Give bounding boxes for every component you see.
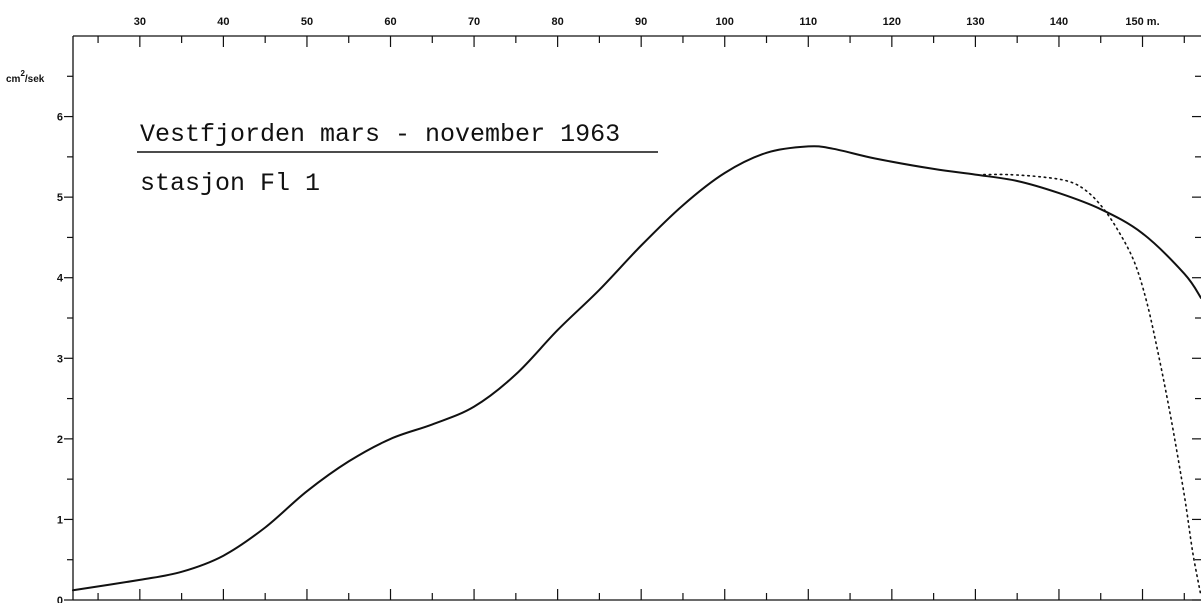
x-tick-label: 40 [217,16,229,28]
y-tick-label: 2 [57,434,63,446]
y-tick-label: 0 [57,595,63,603]
chart-title: Vestfjorden mars - november 1963 [140,120,620,149]
x-tick-label: 90 [635,16,647,28]
x-tick-label: 30 [134,16,146,28]
y-unit-sup: 2 [20,69,25,78]
series-line-dotted [983,173,1201,597]
chart-subtitle: stasjon Fl 1 [140,169,320,198]
x-tick-label: 130 [966,16,984,28]
y-tick-label: 4 [57,273,64,285]
x-tick-label: 100 [716,16,734,28]
x-tick-label: 110 [799,16,817,28]
y-unit-rest: /sek [25,74,45,85]
y-tick-label: 1 [57,514,63,526]
x-tick-label: 50 [301,16,313,28]
x-tick-label: 140 [1050,16,1068,28]
x-tick-label: 150 m. [1125,16,1159,28]
series-line-solid [72,145,1201,592]
y-axis-unit-label: cm2/sek [6,69,45,85]
x-tick-label: 60 [384,16,396,28]
x-tick-label: 80 [551,16,563,28]
y-unit-base: cm [6,74,21,85]
y-tick-label: 5 [57,192,63,204]
x-tick-label: 120 [883,16,901,28]
y-tick-label: 6 [57,112,63,124]
x-tick-label: 70 [468,16,480,28]
y-tick-label: 3 [57,353,63,365]
